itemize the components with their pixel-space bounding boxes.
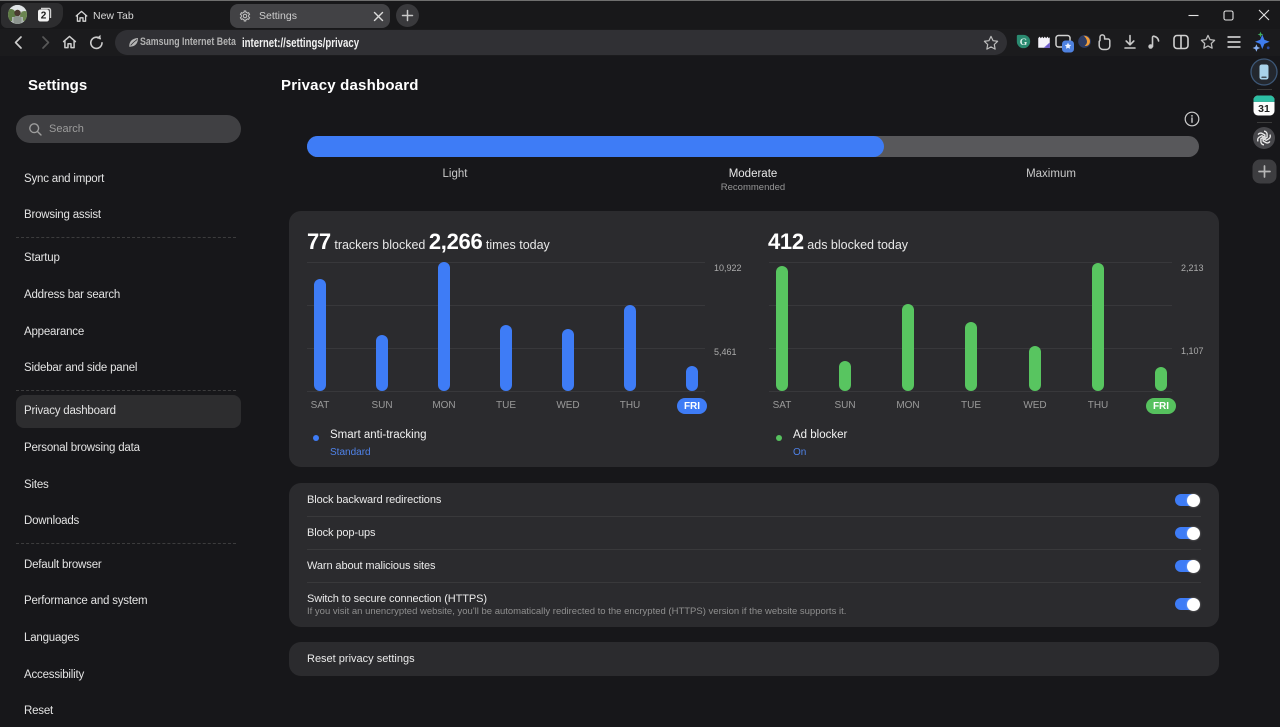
svg-text:G: G bbox=[1020, 37, 1028, 48]
svg-text:2: 2 bbox=[41, 11, 47, 22]
svg-text:31: 31 bbox=[1258, 103, 1270, 115]
